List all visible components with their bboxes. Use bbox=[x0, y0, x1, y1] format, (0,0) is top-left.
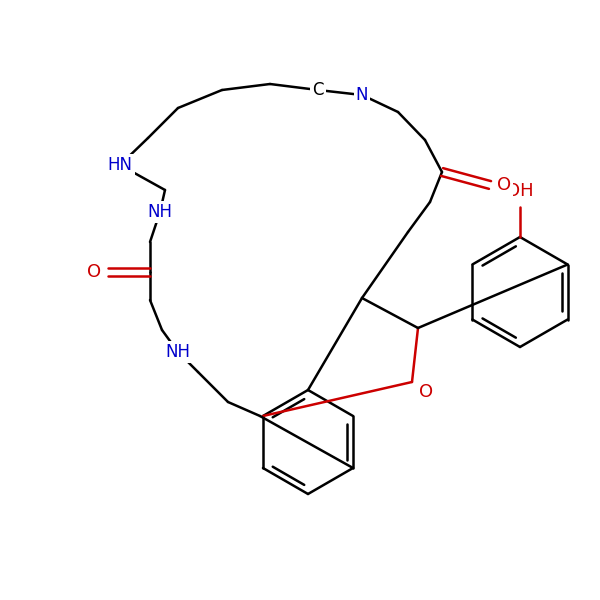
Text: NH: NH bbox=[148, 203, 173, 221]
Text: OH: OH bbox=[506, 182, 534, 200]
Text: O: O bbox=[87, 263, 101, 281]
Text: N: N bbox=[356, 86, 368, 104]
Text: NH: NH bbox=[166, 343, 191, 361]
Text: O: O bbox=[497, 176, 511, 194]
Text: C: C bbox=[312, 81, 324, 99]
Text: HN: HN bbox=[107, 156, 133, 174]
Text: O: O bbox=[419, 383, 433, 401]
